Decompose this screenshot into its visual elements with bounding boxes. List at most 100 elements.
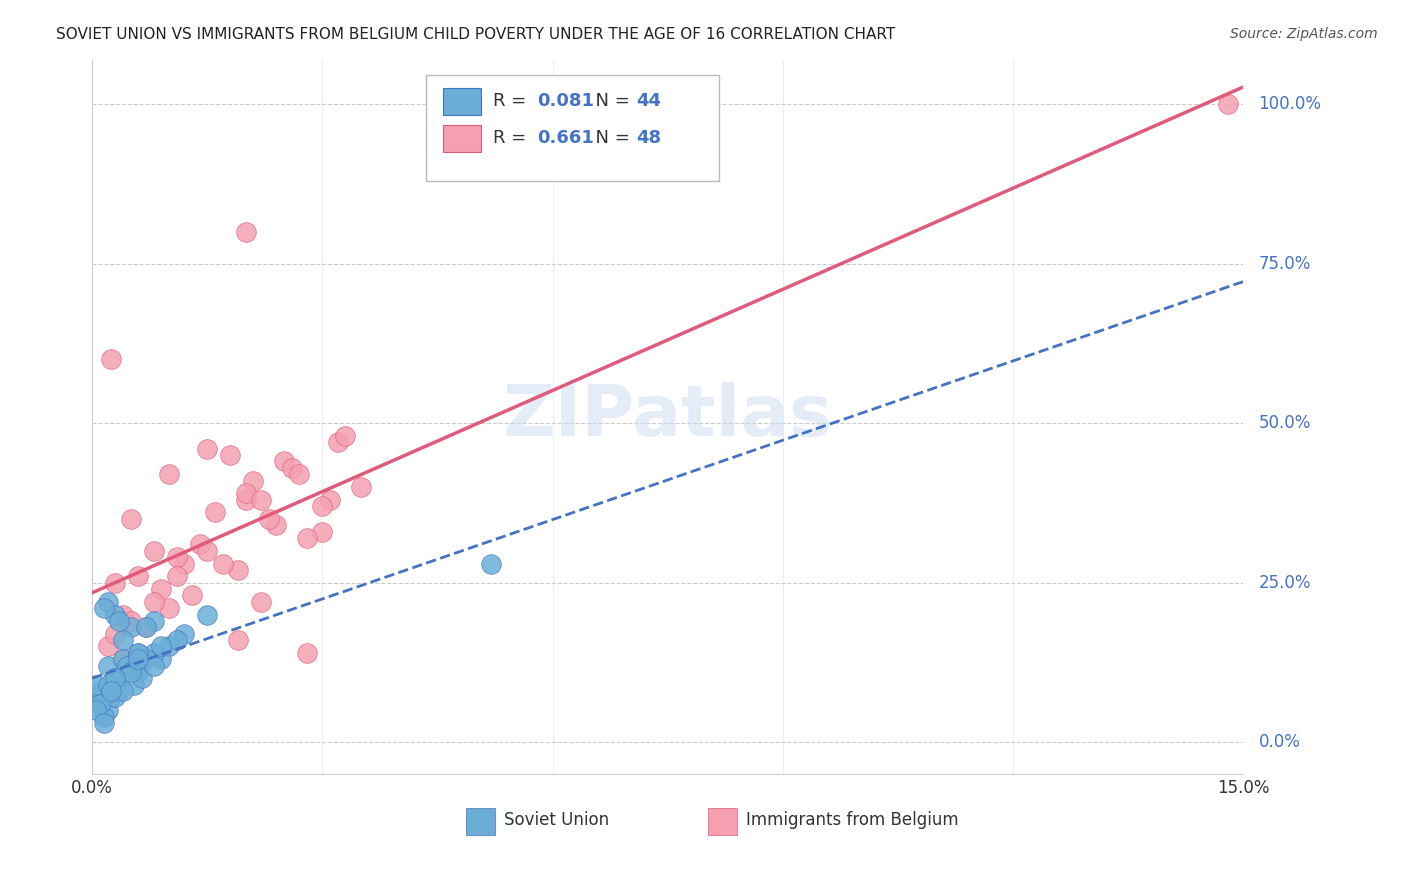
Point (104, 671, 127, 685)
Point (319, 492, 342, 507)
Point (89, 697, 111, 711)
Point (96, 678, 118, 692)
Point (135, 652, 157, 666)
Point (127, 646, 149, 660)
Point (111, 607, 134, 622)
Point (142, 595, 165, 609)
Point (142, 543, 165, 558)
Point (157, 640, 180, 654)
Text: R =: R = (492, 92, 531, 110)
Point (135, 620, 157, 634)
Point (115, 658, 138, 673)
Point (250, 595, 273, 609)
Point (235, 486, 257, 500)
Text: N =: N = (583, 129, 636, 147)
Point (104, 575, 127, 590)
Point (124, 678, 146, 692)
Point (142, 614, 165, 628)
Point (479, 557, 502, 571)
Point (89, 697, 111, 711)
Point (127, 646, 149, 660)
Text: SOVIET UNION VS IMMIGRANTS FROM BELGIUM CHILD POVERTY UNDER THE AGE OF 16 CORREL: SOVIET UNION VS IMMIGRANTS FROM BELGIUM … (56, 27, 896, 42)
Point (311, 499, 333, 513)
Point (242, 474, 264, 488)
Text: 75.0%: 75.0% (1258, 255, 1310, 273)
Point (89, 684, 111, 698)
Point (111, 684, 134, 698)
Point (195, 543, 218, 558)
Text: 25.0%: 25.0% (1258, 574, 1310, 591)
Point (157, 601, 180, 615)
Point (142, 646, 165, 660)
FancyBboxPatch shape (443, 126, 481, 153)
Point (257, 512, 280, 526)
Point (127, 652, 149, 666)
Point (135, 620, 157, 634)
Point (195, 442, 218, 456)
Point (173, 557, 195, 571)
Point (195, 607, 218, 622)
Text: 100.0%: 100.0% (1258, 95, 1322, 113)
Point (295, 531, 318, 545)
Text: N =: N = (583, 92, 636, 110)
Text: 44: 44 (637, 92, 662, 110)
Point (96, 640, 118, 654)
Point (181, 589, 204, 603)
Text: R =: R = (492, 129, 531, 147)
Point (295, 646, 318, 660)
Text: 48: 48 (637, 129, 662, 147)
Point (280, 460, 302, 475)
Point (96, 658, 118, 673)
Point (335, 429, 357, 443)
Point (120, 512, 142, 526)
Point (250, 492, 273, 507)
Point (266, 518, 288, 533)
Point (104, 671, 127, 685)
Point (166, 633, 188, 648)
Point (127, 665, 149, 679)
Point (104, 607, 127, 622)
FancyBboxPatch shape (709, 807, 737, 835)
FancyBboxPatch shape (467, 807, 495, 835)
Point (188, 537, 211, 551)
Point (96, 595, 118, 609)
Text: 0.081: 0.081 (537, 92, 595, 110)
Point (100, 690, 122, 705)
Point (120, 620, 142, 634)
Text: 0.0%: 0.0% (1258, 733, 1301, 751)
Point (120, 614, 142, 628)
Point (127, 569, 149, 583)
Point (1216, 97, 1239, 112)
Point (219, 448, 242, 462)
Point (166, 569, 188, 583)
Point (127, 658, 149, 673)
Point (111, 633, 134, 648)
Text: Soviet Union: Soviet Union (505, 812, 609, 830)
Text: Source: ZipAtlas.com: Source: ZipAtlas.com (1230, 27, 1378, 41)
Point (108, 684, 131, 698)
Point (84, 678, 107, 692)
Text: ZIPatlas: ZIPatlas (502, 383, 832, 451)
Point (104, 626, 127, 640)
Text: Immigrants from Belgium: Immigrants from Belgium (747, 812, 959, 830)
Point (131, 671, 153, 685)
Point (100, 684, 122, 698)
Point (108, 614, 131, 628)
FancyBboxPatch shape (443, 88, 481, 115)
Text: 0.661: 0.661 (537, 129, 595, 147)
Point (93, 601, 115, 615)
Point (226, 633, 249, 648)
Point (157, 467, 180, 482)
Point (142, 658, 165, 673)
Point (166, 550, 188, 565)
Point (120, 665, 142, 679)
Point (150, 640, 173, 654)
Point (235, 225, 257, 239)
Point (226, 563, 249, 577)
Point (150, 652, 173, 666)
Point (104, 690, 127, 705)
Point (235, 492, 257, 507)
Point (273, 454, 295, 468)
FancyBboxPatch shape (426, 75, 720, 181)
Text: 50.0%: 50.0% (1258, 414, 1310, 433)
